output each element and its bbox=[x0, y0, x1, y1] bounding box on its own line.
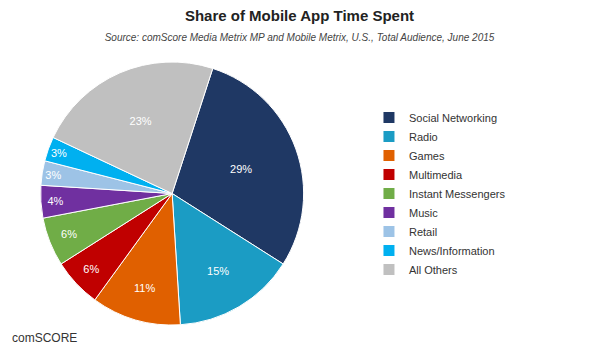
svg-text:Retail: Retail bbox=[409, 226, 437, 238]
svg-text:11%: 11% bbox=[134, 282, 155, 294]
svg-text:29%: 29% bbox=[230, 163, 252, 175]
svg-text:Multimedia: Multimedia bbox=[409, 169, 463, 181]
svg-text:Music: Music bbox=[409, 207, 438, 219]
svg-text:3%: 3% bbox=[45, 169, 61, 181]
svg-text:4%: 4% bbox=[47, 195, 63, 207]
svg-text:6%: 6% bbox=[83, 263, 99, 275]
svg-text:Instant Messengers: Instant Messengers bbox=[409, 188, 505, 200]
svg-text:News/Information: News/Information bbox=[409, 245, 495, 257]
svg-text:15%: 15% bbox=[207, 265, 229, 277]
svg-text:Radio: Radio bbox=[409, 131, 438, 143]
svg-text:Games: Games bbox=[409, 150, 445, 162]
svg-text:3%: 3% bbox=[51, 147, 67, 159]
svg-text:All Others: All Others bbox=[409, 264, 458, 276]
svg-text:comSCORE: comSCORE bbox=[12, 331, 77, 345]
svg-text:Social Networking: Social Networking bbox=[409, 112, 497, 124]
svg-text:23%: 23% bbox=[130, 115, 152, 127]
svg-text:6%: 6% bbox=[61, 228, 77, 240]
svg-text:Share of Mobile App Time Spent: Share of Mobile App Time SpentSource: co… bbox=[105, 7, 495, 43]
